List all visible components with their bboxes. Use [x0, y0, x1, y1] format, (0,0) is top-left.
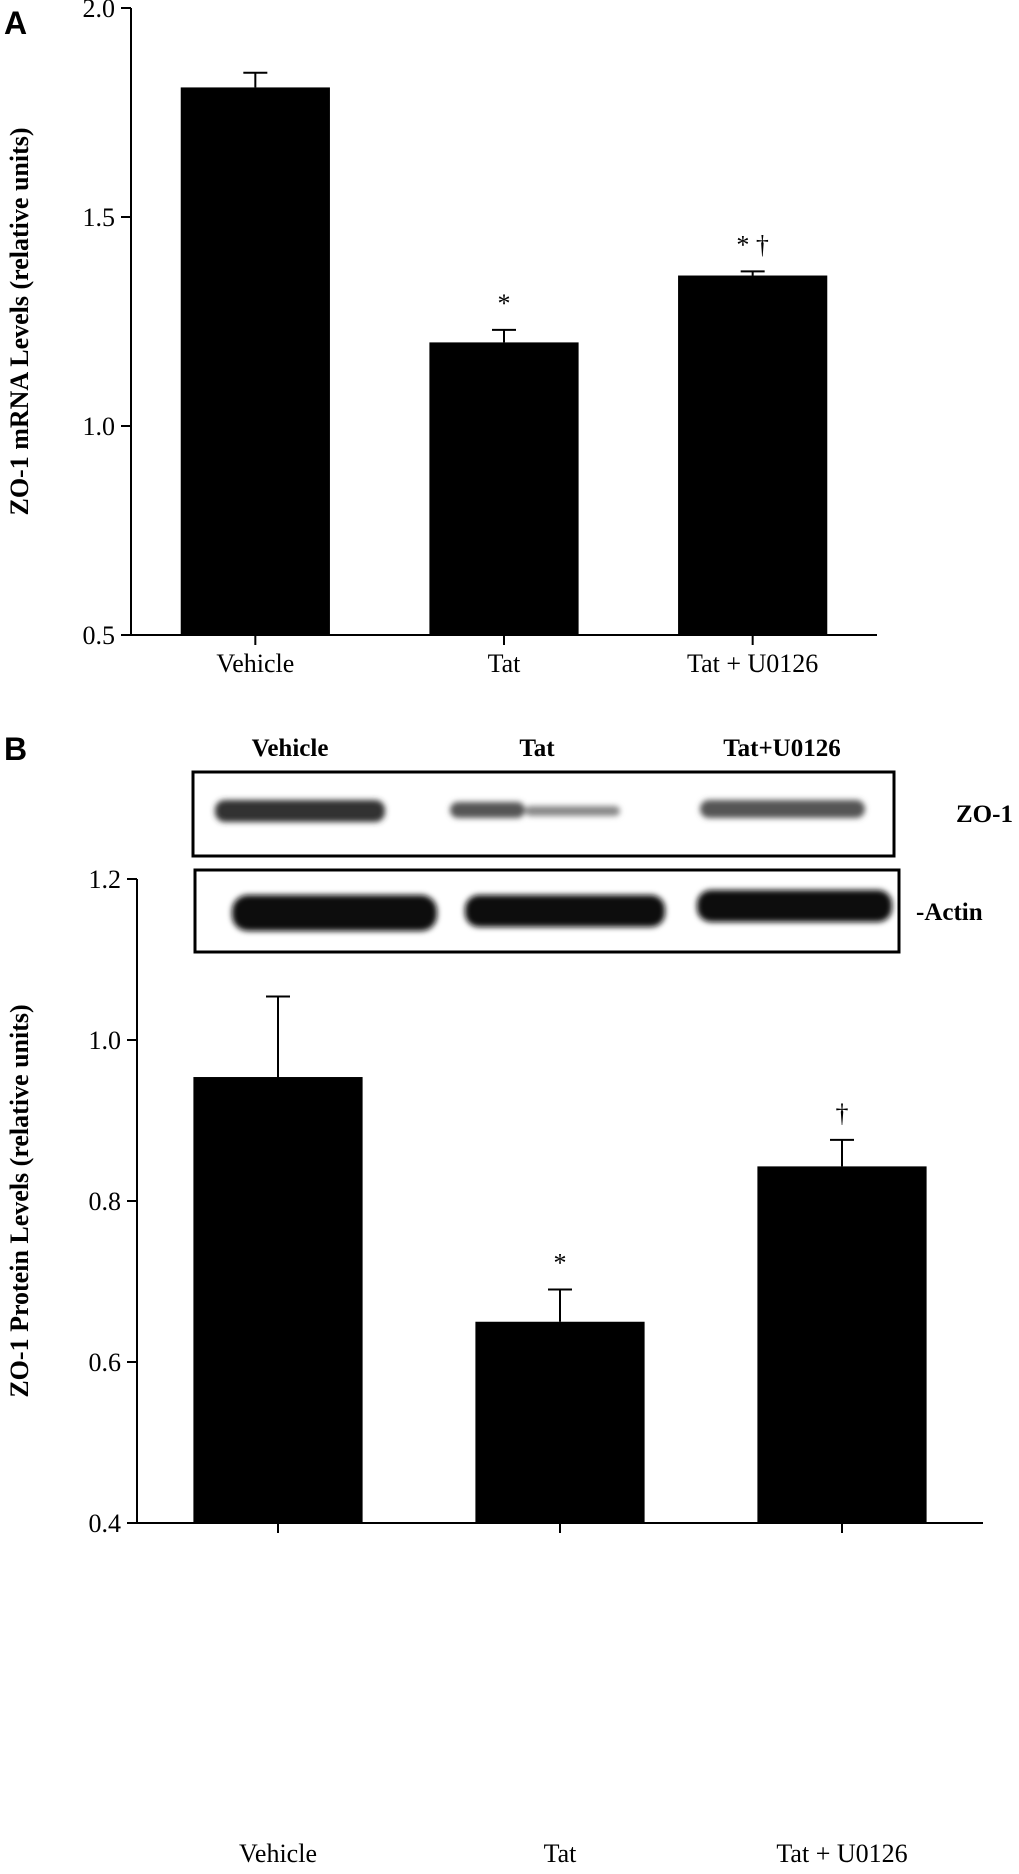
panel-label: B — [4, 731, 27, 767]
y-tick-label: 1.0 — [83, 412, 116, 441]
x-tick-label: Vehicle — [239, 1839, 317, 1868]
y-axis-label: ZO-1 mRNA Levels (relative units) — [5, 127, 34, 515]
bar — [757, 1166, 927, 1523]
lane-label: Tat+U0126 — [723, 735, 841, 762]
row-label: -Actin — [916, 899, 983, 926]
y-tick-label: 0.5 — [83, 621, 116, 650]
y-tick-label: 0.6 — [89, 1348, 122, 1377]
y-tick-label: 2.0 — [83, 0, 116, 23]
y-axis-label: ZO-1 Protein Levels (relative units) — [5, 1004, 34, 1397]
bar — [429, 342, 579, 635]
western-blot: Vehicle Tat Tat+U0126 ZO-1 -Actin — [191, 735, 1013, 954]
bar — [193, 1077, 363, 1523]
row-label: ZO-1 — [956, 801, 1013, 828]
bar — [678, 275, 828, 635]
bar — [180, 87, 330, 636]
significance-mark: † — [836, 1099, 849, 1128]
y-tick-label: 0.8 — [89, 1187, 122, 1216]
panel-label: A — [4, 5, 27, 41]
y-tick-label: 1.0 — [89, 1026, 122, 1055]
lane-label: Vehicle — [252, 735, 329, 762]
significance-mark: * † — [736, 230, 769, 259]
x-tick-label: Tat — [488, 649, 522, 678]
x-tick-label: Tat + U0126 — [776, 1839, 907, 1868]
bar — [475, 1321, 645, 1523]
y-tick-label: 0.4 — [89, 1509, 122, 1538]
blot-bands — [215, 800, 892, 931]
x-tick-label: Vehicle — [216, 649, 294, 678]
x-tick-label: Tat + U0126 — [687, 649, 818, 678]
lane-label: Tat — [519, 735, 555, 762]
x-tick-label: Tat — [544, 1839, 578, 1868]
significance-mark: * — [498, 289, 511, 318]
y-tick-label: 1.2 — [89, 865, 122, 894]
significance-mark: * — [554, 1249, 567, 1278]
y-tick-label: 1.5 — [83, 203, 116, 232]
